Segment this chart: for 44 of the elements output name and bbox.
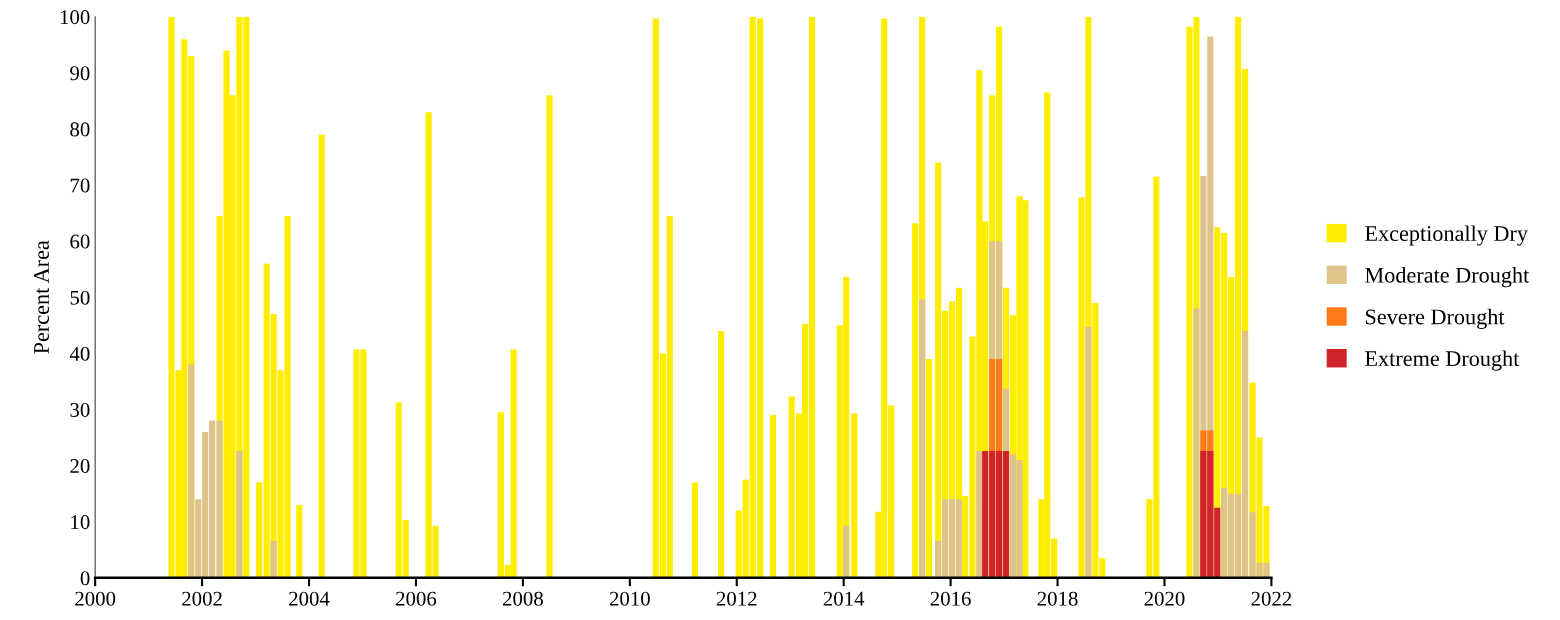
bar: [718, 330, 725, 578]
y-tick-label: 70: [70, 178, 90, 193]
bar: [1085, 327, 1092, 578]
bar: [270, 540, 277, 578]
bar: [851, 413, 858, 578]
legend-label: Moderate Drought: [1365, 267, 1530, 288]
y-tick-label: 30: [70, 402, 90, 417]
bar: [216, 420, 223, 578]
bar: [769, 415, 777, 578]
y-tick-label: 100: [60, 10, 90, 25]
bar: [318, 134, 325, 578]
x-tick-label: 2020: [1144, 591, 1185, 606]
legend-label: Exceptionally Dry: [1365, 225, 1528, 246]
x-tick-label: 2012: [716, 591, 757, 606]
x-tick-label: 2004: [289, 591, 330, 606]
bar: [843, 525, 850, 578]
x-tick-label: 2018: [1037, 591, 1078, 606]
y-tick-label: 60: [70, 234, 90, 249]
x-tick-label: 2022: [1251, 591, 1292, 606]
x-tick-label: 2010: [609, 591, 650, 606]
bar: [976, 451, 983, 578]
legend-label: Severe Drought: [1365, 308, 1505, 329]
bar: [926, 359, 933, 578]
x-tick-label: 2008: [502, 591, 543, 606]
bar: [691, 482, 698, 578]
legend-label: Extreme Drought: [1365, 350, 1520, 371]
bar: [236, 451, 243, 578]
x-tick-label: 2002: [182, 591, 222, 606]
x-tick-label: 2000: [75, 591, 116, 606]
y-axis-title: Percent Area: [34, 240, 49, 354]
y-tick-label: 80: [70, 122, 90, 137]
y-tick-label: 0: [80, 571, 90, 586]
y-tick-label: 50: [70, 290, 90, 305]
y-tick-label: 40: [69, 346, 90, 361]
x-tick-label: 2016: [930, 591, 971, 606]
bar: [546, 95, 553, 578]
y-tick-label: 10: [71, 515, 90, 530]
bar: [256, 482, 263, 578]
x-tick-label: 2014: [823, 591, 865, 606]
bar: [296, 504, 303, 578]
y-tick-label: 20: [70, 458, 90, 474]
x-tick-label: 2006: [396, 591, 437, 606]
y-tick-label: 90: [70, 66, 90, 81]
bar: [919, 299, 926, 578]
